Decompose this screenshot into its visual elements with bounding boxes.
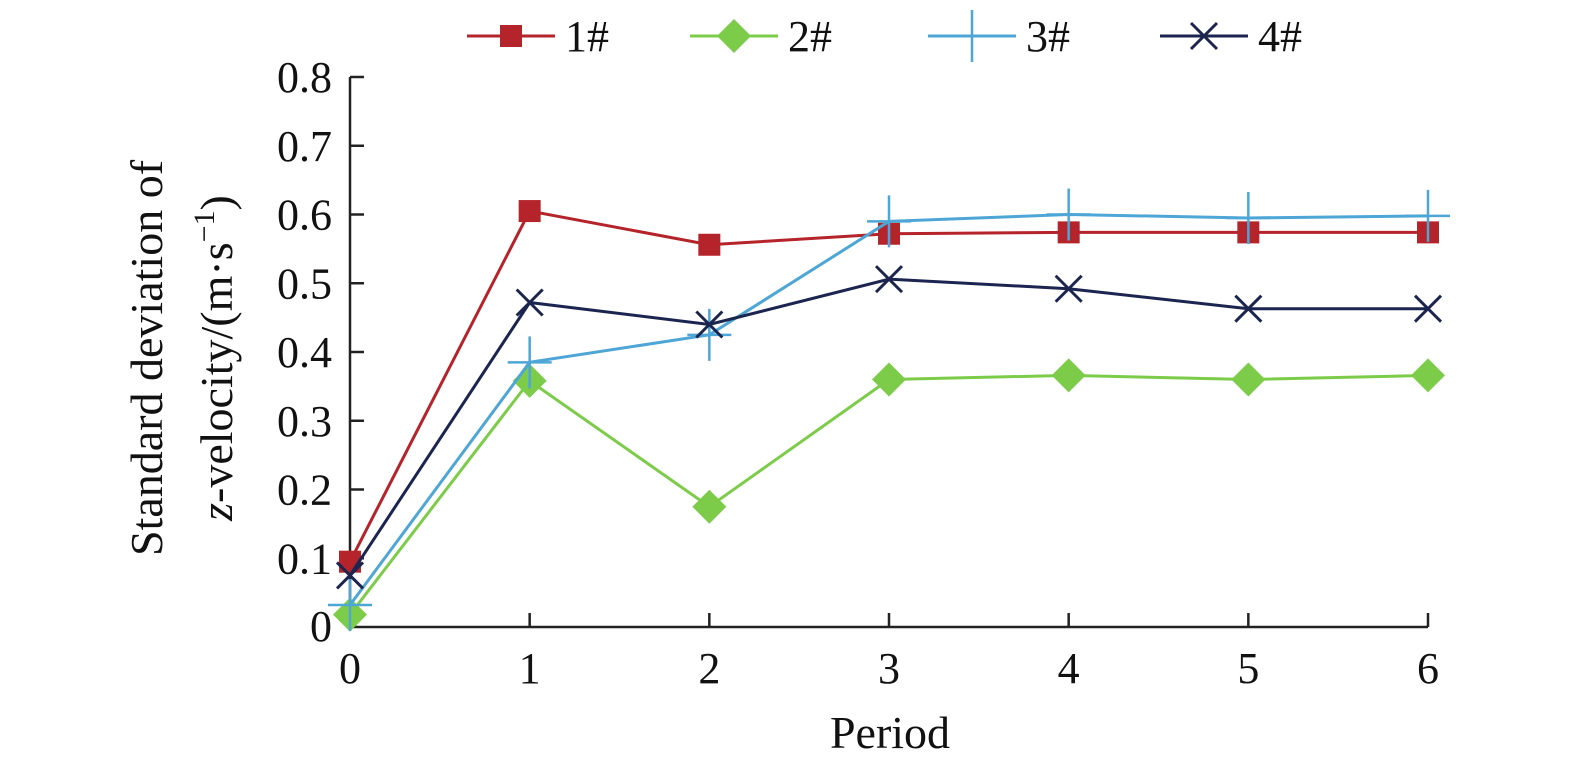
legend-item-4: 4# (1160, 12, 1302, 61)
y-tick-label: 0.6 (277, 191, 332, 240)
y-tick-label: 0.5 (277, 259, 332, 308)
data-point (1226, 191, 1271, 244)
y-tick-label: 0.8 (277, 53, 332, 102)
data-point (518, 200, 541, 223)
y-axis-title: Standard deviation of z-velocity/(m·s−1) (121, 159, 242, 556)
y-tick-label: 0.1 (277, 534, 332, 583)
y-axis-title-exponent: −1 (188, 210, 221, 242)
y-axis-title-line1: Standard deviation of (121, 159, 172, 556)
data-point (695, 310, 724, 339)
series-line (348, 212, 1429, 606)
data-point (867, 195, 911, 248)
axes: 0 0.1 0.2 0.3 0.4 0.5 0.6 0.7 0.8 0 1 2 3 4 5 6 (277, 53, 1439, 693)
y-axis-title-close: ) (191, 195, 242, 210)
x-tick-label: 0 (339, 644, 361, 693)
legend-marker (950, 10, 994, 62)
data-point (507, 336, 552, 389)
data-point (692, 489, 727, 524)
series-line (348, 373, 1429, 616)
series-line (348, 277, 1428, 577)
legend-marker (1189, 21, 1219, 51)
data-point (1234, 294, 1263, 323)
x-axis-title: Period (830, 707, 950, 758)
data-point (1231, 362, 1266, 397)
legend-item-1: 1# (467, 12, 609, 61)
data-point (1051, 358, 1086, 393)
series-4 (335, 265, 1443, 590)
data-point (1411, 358, 1445, 393)
legend-marker (717, 19, 751, 53)
data-point (874, 265, 904, 294)
y-tick-label: 0 (310, 602, 332, 651)
y-tick-label: 0.7 (277, 122, 332, 171)
data-point (872, 362, 906, 397)
x-tick-label: 2 (698, 644, 720, 693)
data-point (515, 288, 544, 317)
legend-item-3: 3# (928, 10, 1070, 62)
y-tick-label: 0.4 (277, 328, 332, 377)
series-2 (333, 358, 1445, 632)
data-point (698, 233, 721, 256)
legend-item-2: 2# (690, 12, 832, 61)
x-tick-label: 4 (1058, 644, 1080, 693)
y-tick-label: 0.2 (277, 466, 332, 515)
x-tick-label: 1 (519, 644, 541, 693)
legend-label: 4# (1258, 12, 1302, 61)
data-point (687, 308, 732, 361)
data-point (1406, 189, 1450, 242)
legend-marker (500, 25, 522, 47)
data-point (1054, 274, 1083, 303)
series-3 (328, 188, 1450, 631)
data-point (328, 579, 372, 631)
legend-label: 3# (1026, 12, 1070, 61)
x-tick-label: 3 (878, 644, 900, 693)
legend-label: 1# (565, 12, 609, 61)
y-tick-label: 0.3 (277, 397, 332, 446)
legend-label: 2# (788, 12, 832, 61)
y-axis-title-variable: z (191, 503, 242, 522)
y-axis-title-unit: -velocity/(m·s (191, 242, 242, 503)
y-axis-title-line2: z-velocity/(m·s−1) (188, 195, 242, 522)
data-point (335, 561, 365, 590)
data-point (1413, 294, 1443, 323)
data-point (1046, 188, 1091, 241)
series-layer (328, 188, 1450, 632)
x-tick-label: 6 (1417, 644, 1439, 693)
x-tick-label: 5 (1237, 644, 1259, 693)
legend: 1# 2# 3# 4# (467, 10, 1302, 62)
